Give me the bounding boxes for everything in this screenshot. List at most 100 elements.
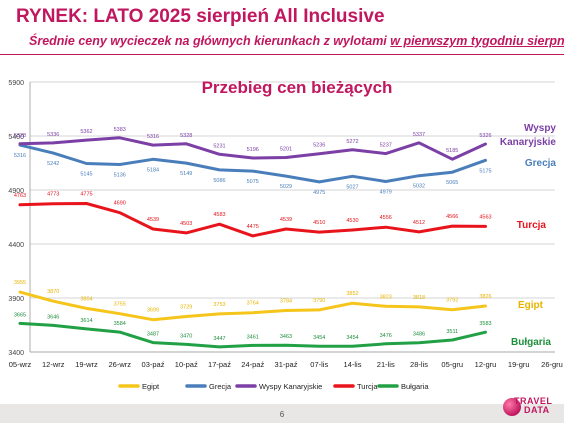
legend-label: Grecja xyxy=(209,382,232,391)
data-label: 3486 xyxy=(413,332,425,338)
data-label: 5237 xyxy=(380,143,392,149)
data-label: 3804 xyxy=(80,296,92,302)
page-number: 6 xyxy=(279,410,285,419)
logo-text-travel: TRAVEL xyxy=(514,396,553,406)
travel-data-logo: TRAVEL DATA xyxy=(500,394,562,422)
data-label: 5149 xyxy=(180,171,192,177)
data-label: 5027 xyxy=(346,184,358,190)
series-end-label: Kanaryjskie xyxy=(500,137,557,148)
data-label: 5272 xyxy=(346,139,358,145)
data-label: 3584 xyxy=(114,321,126,327)
data-label: 3755 xyxy=(114,302,126,308)
data-label: 3764 xyxy=(247,301,259,307)
series-line xyxy=(18,202,487,238)
series-line xyxy=(18,290,487,322)
data-label: 3790 xyxy=(313,298,325,304)
data-label: 5175 xyxy=(479,168,491,174)
series-end-label: Egipt xyxy=(518,300,544,311)
data-label: 4530 xyxy=(346,218,358,224)
data-label: 5328 xyxy=(14,133,26,139)
x-tick-label: 17-paź xyxy=(208,360,231,369)
data-label: 5201 xyxy=(280,146,292,152)
y-tick-label: 5400 xyxy=(8,134,24,141)
data-label: 4583 xyxy=(213,212,225,218)
data-label: 3454 xyxy=(346,335,358,341)
data-label: 3955 xyxy=(14,280,26,286)
data-label: 3461 xyxy=(247,334,259,340)
data-label: 3784 xyxy=(280,299,292,305)
data-label: 3753 xyxy=(213,302,225,308)
data-label: 4539 xyxy=(280,217,292,223)
data-label: 5316 xyxy=(147,134,159,140)
slide-title: RYNEK: LATO 2025 sierpień All Inclusive xyxy=(16,6,385,27)
data-label: 4539 xyxy=(147,217,159,223)
x-tick-label: 24-paź xyxy=(241,360,264,369)
data-label: 3646 xyxy=(47,314,59,320)
x-tick-label: 14-lis xyxy=(344,360,362,369)
logo-text-data: DATA xyxy=(524,405,550,415)
subtitle-text: Średnie ceny wycieczek na głównych kieru… xyxy=(29,34,391,48)
data-label: 3699 xyxy=(147,308,159,314)
data-label: 5065 xyxy=(446,180,458,186)
data-label: 4690 xyxy=(114,201,126,207)
x-tick-label: 12-wrz xyxy=(42,360,65,369)
data-label: 3476 xyxy=(380,333,392,339)
data-label: 5231 xyxy=(213,143,225,149)
x-tick-label: 28-lis xyxy=(410,360,428,369)
data-label: 4763 xyxy=(14,193,26,199)
data-label: 5326 xyxy=(479,133,491,139)
data-label: 3487 xyxy=(147,332,159,338)
data-label: 3870 xyxy=(47,289,59,295)
series-end-label: Grecja xyxy=(525,158,557,169)
y-tick-label: 3400 xyxy=(8,350,24,357)
data-label: 3826 xyxy=(479,294,491,300)
y-tick-label: 4900 xyxy=(8,188,24,195)
data-label: 3583 xyxy=(479,321,491,327)
line-chart: 3400 3900 4400 4900 5400 5900 05-wrz 12-wrz 19-w… xyxy=(8,80,563,391)
data-label: 5075 xyxy=(247,179,259,185)
x-tick-label: 26-gru xyxy=(541,360,563,369)
data-label: 5136 xyxy=(114,173,126,179)
x-tick-label: 21-lis xyxy=(377,360,395,369)
x-tick-label: 31-paź xyxy=(275,360,298,369)
legend-label: Bułgaria xyxy=(401,382,429,391)
legend-label: Turcja xyxy=(357,382,378,391)
footer-band xyxy=(0,404,564,423)
series-line xyxy=(18,143,487,184)
data-label: 4503 xyxy=(180,221,192,227)
data-label: 3665 xyxy=(14,312,26,318)
legend-label: Egipt xyxy=(142,382,160,391)
y-tick-label: 3900 xyxy=(8,296,24,303)
data-label: 4566 xyxy=(446,214,458,220)
data-label: 4512 xyxy=(413,220,425,226)
subtitle-underlined: w pierwszym tygodniu sierpnia xyxy=(390,34,564,48)
series-end-label: Turcja xyxy=(517,220,547,231)
series-line xyxy=(18,321,487,349)
data-label: 5316 xyxy=(14,153,26,159)
x-tick-label: 03-paź xyxy=(142,360,165,369)
data-label: 3463 xyxy=(280,334,292,340)
data-label: 3818 xyxy=(413,295,425,301)
data-label: 3470 xyxy=(180,333,192,339)
data-label: 3729 xyxy=(180,304,192,310)
data-label: 5383 xyxy=(114,127,126,133)
data-label: 5242 xyxy=(47,161,59,167)
data-label: 5184 xyxy=(147,167,159,173)
data-label: 5185 xyxy=(446,148,458,154)
data-label: 3792 xyxy=(446,298,458,304)
x-tick-label: 07-lis xyxy=(310,360,328,369)
x-tick-label: 10-paź xyxy=(175,360,198,369)
legend-label: Wyspy Kanaryjskie xyxy=(259,382,322,391)
series-end-label: Wyspy xyxy=(524,123,556,134)
data-label: 5328 xyxy=(180,133,192,139)
data-label: 4510 xyxy=(313,220,325,226)
x-tick-label: 26-wrz xyxy=(108,360,131,369)
data-label: 4563 xyxy=(479,214,491,220)
data-label: 4775 xyxy=(80,192,92,198)
data-label: 4979 xyxy=(380,189,392,195)
data-label: 4975 xyxy=(313,190,325,196)
data-label: 5032 xyxy=(413,184,425,190)
title-separator xyxy=(0,54,564,55)
x-tick-label: 19-gru xyxy=(508,360,530,369)
data-label: 5336 xyxy=(47,132,59,138)
